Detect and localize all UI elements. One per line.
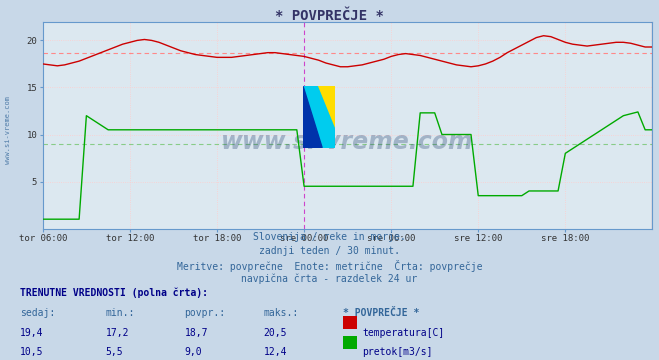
Text: www.si-vreme.com: www.si-vreme.com	[5, 96, 11, 163]
Polygon shape	[303, 86, 335, 148]
Polygon shape	[303, 86, 335, 148]
Text: maks.:: maks.:	[264, 308, 299, 318]
Text: www.si-vreme.com: www.si-vreme.com	[221, 130, 474, 154]
Text: 10,5: 10,5	[20, 347, 43, 357]
Text: zadnji teden / 30 minut.: zadnji teden / 30 minut.	[259, 246, 400, 256]
Text: 19,4: 19,4	[20, 328, 43, 338]
Text: povpr.:: povpr.:	[185, 308, 225, 318]
Text: Slovenija / reke in morje.: Slovenija / reke in morje.	[253, 232, 406, 242]
Text: * POVPREČJE *: * POVPREČJE *	[275, 9, 384, 23]
Text: pretok[m3/s]: pretok[m3/s]	[362, 347, 433, 357]
Text: navpična črta - razdelek 24 ur: navpična črta - razdelek 24 ur	[241, 273, 418, 284]
Text: 18,7: 18,7	[185, 328, 208, 338]
Text: TRENUTNE VREDNOSTI (polna črta):: TRENUTNE VREDNOSTI (polna črta):	[20, 288, 208, 298]
Text: 5,5: 5,5	[105, 347, 123, 357]
Text: sedaj:: sedaj:	[20, 308, 55, 318]
Polygon shape	[318, 86, 335, 129]
Text: min.:: min.:	[105, 308, 135, 318]
Text: temperatura[C]: temperatura[C]	[362, 328, 445, 338]
Text: 17,2: 17,2	[105, 328, 129, 338]
Text: Meritve: povprečne  Enote: metrične  Črta: povprečje: Meritve: povprečne Enote: metrične Črta:…	[177, 260, 482, 271]
Text: 20,5: 20,5	[264, 328, 287, 338]
Text: 9,0: 9,0	[185, 347, 202, 357]
Text: * POVPREČJE *: * POVPREČJE *	[343, 308, 419, 318]
Polygon shape	[303, 86, 322, 148]
Text: 12,4: 12,4	[264, 347, 287, 357]
